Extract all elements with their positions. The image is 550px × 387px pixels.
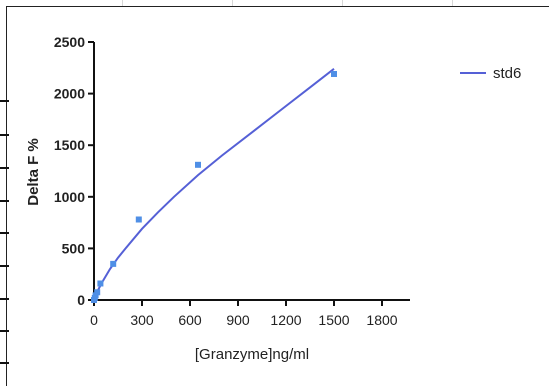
x-tick-label: 1200 [270, 312, 301, 328]
data-point [94, 289, 100, 295]
y-tick-label: 500 [62, 240, 86, 256]
data-point [195, 162, 201, 168]
data-point [97, 280, 103, 286]
x-tick-label: 300 [130, 312, 154, 328]
y-axis-label: Delta F % [25, 138, 42, 206]
data-point [136, 217, 142, 223]
y-tick-label: 1500 [54, 137, 85, 153]
y-tick-label: 1000 [54, 189, 85, 205]
axes-group: 0 500 1000 1500 2000 2500 0 300 600 900 1200 1500 18… [54, 34, 410, 328]
data-point [110, 261, 116, 267]
x-tick-label: 600 [178, 312, 202, 328]
legend-label: std6 [493, 65, 521, 82]
y-tick-label: 2000 [54, 86, 85, 102]
legend: std6 [460, 65, 521, 82]
x-tick-label: 1800 [366, 312, 397, 328]
x-tick-label: 900 [226, 312, 250, 328]
x-tick-label: 0 [90, 312, 98, 328]
data-points-layer [91, 71, 337, 303]
x-axis-label: [Granzyme]ng/ml [195, 346, 309, 363]
std6-fit-curve [94, 69, 334, 300]
data-point [331, 71, 337, 77]
fit-curve-layer [94, 69, 334, 300]
x-tick-label: 1500 [318, 312, 349, 328]
y-tick-label: 0 [77, 292, 85, 308]
y-tick-label: 2500 [54, 34, 85, 50]
